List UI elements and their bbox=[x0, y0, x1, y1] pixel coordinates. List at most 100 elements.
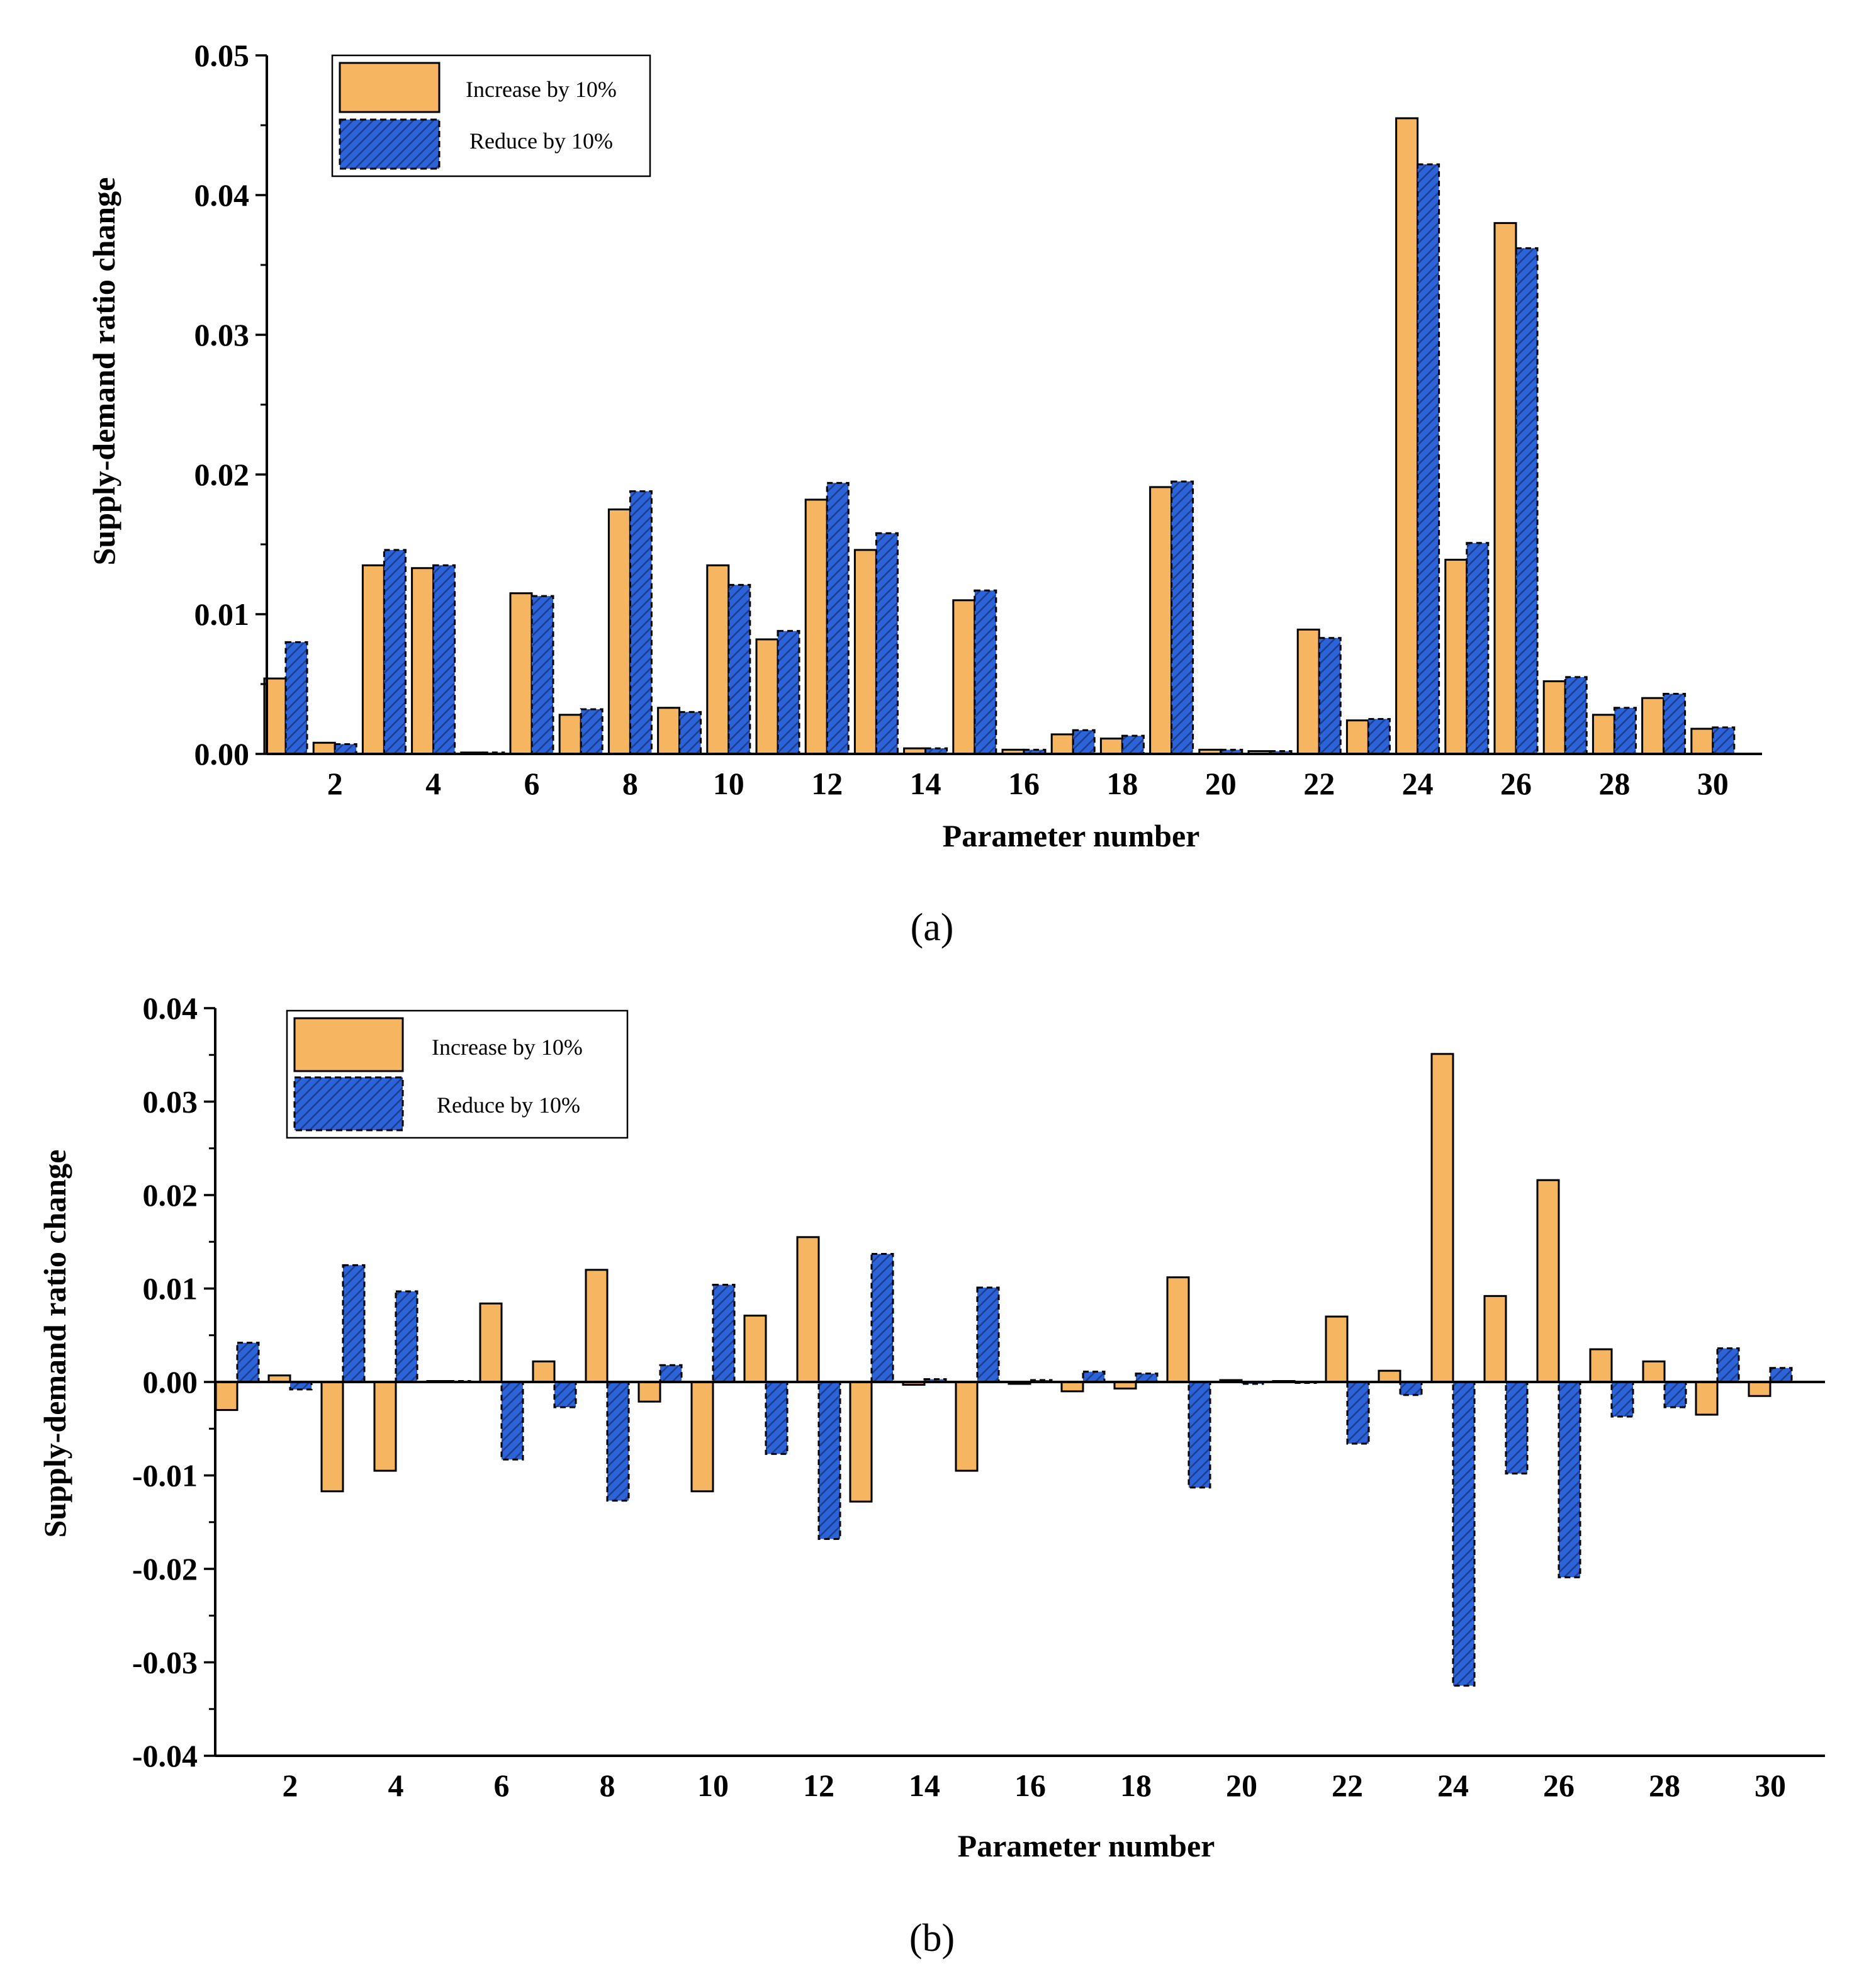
bar-b-reduce-27 bbox=[1610, 1381, 1634, 1418]
bar-b-reduce-10 bbox=[712, 1284, 736, 1383]
bar-a-increase-30 bbox=[1690, 727, 1714, 755]
x-tick-label-a: 28 bbox=[1598, 766, 1630, 801]
bar-a-reduce-19 bbox=[1171, 480, 1194, 755]
bar-a-reduce-15 bbox=[974, 589, 997, 755]
y-tick-label-b: 0.02 bbox=[143, 1177, 198, 1213]
bar-b-reduce-23 bbox=[1399, 1381, 1423, 1396]
legend-a: Increase by 10% Reduce by 10% bbox=[331, 54, 651, 177]
bar-a-increase-28 bbox=[1592, 714, 1615, 755]
x-tick-label-a: 14 bbox=[910, 766, 941, 801]
bar-a-reduce-23 bbox=[1367, 718, 1391, 755]
x-tick-label-b: 12 bbox=[803, 1768, 834, 1803]
bar-b-increase-11 bbox=[743, 1315, 767, 1383]
bar-a-increase-13 bbox=[853, 549, 877, 755]
x-tick-label-a: 20 bbox=[1205, 766, 1237, 801]
bar-a-increase-17 bbox=[1050, 733, 1074, 755]
panel-a-chart: 0.000.010.020.030.040.052 4 6 8 10 12 14 16 18 20… bbox=[86, 38, 1762, 949]
bar-a-reduce-4 bbox=[432, 564, 456, 755]
x-tick-label-a: 22 bbox=[1303, 766, 1335, 801]
legend-swatch-reduce-a bbox=[339, 118, 441, 170]
x-tick-label-a: 24 bbox=[1402, 766, 1434, 801]
y-tick-label-b: 0.04 bbox=[143, 991, 198, 1026]
bar-a-reduce-20 bbox=[1220, 748, 1244, 755]
bar-b-reduce-8 bbox=[606, 1381, 630, 1502]
y-tick-label-a: 0.01 bbox=[194, 597, 250, 632]
legend-swatch-reduce-b bbox=[293, 1076, 404, 1132]
x-tick-label-a: 2 bbox=[327, 766, 343, 801]
y-axis-title-a: Supply-demand ratio change bbox=[86, 177, 121, 566]
bar-b-increase-19 bbox=[1166, 1276, 1190, 1383]
bar-b-reduce-4 bbox=[395, 1290, 418, 1383]
bar-b-increase-24 bbox=[1430, 1053, 1454, 1383]
bar-a-reduce-25 bbox=[1466, 542, 1490, 755]
bar-b-increase-9 bbox=[637, 1381, 661, 1403]
bar-b-reduce-12 bbox=[817, 1381, 841, 1540]
axes-a: 0.000.010.020.030.040.052 4 6 8 10 12 14 16 18 20… bbox=[194, 38, 1762, 801]
bar-b-reduce-24 bbox=[1452, 1381, 1476, 1687]
panel-label-a: (a) bbox=[911, 906, 954, 949]
bar-b-reduce-28 bbox=[1663, 1381, 1687, 1408]
bar-a-reduce-7 bbox=[580, 708, 604, 755]
x-tick-label-b: 22 bbox=[1332, 1768, 1363, 1803]
x-tick-label-b: 2 bbox=[283, 1768, 298, 1803]
x-tick-label-b: 18 bbox=[1120, 1768, 1152, 1803]
bar-b-increase-22 bbox=[1325, 1315, 1349, 1383]
bar-b-increase-27 bbox=[1589, 1348, 1613, 1383]
bar-a-reduce-16 bbox=[1023, 748, 1047, 755]
bar-a-reduce-17 bbox=[1072, 729, 1096, 755]
bar-a-reduce-29 bbox=[1663, 693, 1687, 755]
x-tick-label-b: 6 bbox=[494, 1768, 510, 1803]
legend-label-reduce-a: Reduce by 10% bbox=[469, 128, 613, 154]
bar-a-reduce-10 bbox=[727, 583, 751, 755]
x-tick-label-a: 12 bbox=[811, 766, 843, 801]
y-tick-label-a: 0.03 bbox=[194, 317, 250, 352]
bar-a-reduce-2 bbox=[334, 743, 357, 755]
panel-label-b: (b) bbox=[909, 1917, 955, 1960]
y-tick-label-b: 0.00 bbox=[143, 1364, 198, 1400]
y-tick-label-b: -0.01 bbox=[132, 1458, 198, 1493]
bar-b-increase-4 bbox=[373, 1381, 397, 1472]
y-tick-label-b: -0.03 bbox=[132, 1645, 198, 1680]
bar-b-increase-1 bbox=[215, 1381, 239, 1412]
x-tick-label-b: 16 bbox=[1014, 1768, 1046, 1803]
bar-a-reduce-18 bbox=[1121, 734, 1145, 755]
legend-label-reduce-b: Reduce by 10% bbox=[437, 1092, 580, 1118]
x-tick-label-b: 4 bbox=[388, 1768, 404, 1803]
bar-b-increase-13 bbox=[849, 1381, 873, 1503]
bar-a-reduce-27 bbox=[1564, 676, 1588, 755]
y-tick-label-a: 0.04 bbox=[194, 177, 250, 213]
x-tick-label-b: 8 bbox=[600, 1768, 615, 1803]
y-axis-title-b: Supply-demand ratio change bbox=[37, 1150, 72, 1538]
bar-a-reduce-14 bbox=[924, 747, 948, 755]
bar-a-reduce-21 bbox=[1269, 750, 1293, 755]
y-tick-label-b: -0.02 bbox=[132, 1551, 198, 1586]
y-tick-label-b: 0.03 bbox=[143, 1084, 198, 1120]
bar-b-increase-26 bbox=[1536, 1179, 1560, 1383]
x-tick-label-a: 8 bbox=[622, 766, 638, 801]
bar-a-increase-6 bbox=[509, 592, 533, 755]
y-tick-label-b: -0.04 bbox=[132, 1738, 198, 1773]
bar-b-reduce-13 bbox=[870, 1253, 894, 1383]
bar-b-reduce-18 bbox=[1135, 1373, 1159, 1383]
x-tick-label-a: 10 bbox=[713, 766, 744, 801]
bar-b-increase-28 bbox=[1642, 1360, 1666, 1383]
bar-a-reduce-3 bbox=[383, 549, 407, 755]
bar-a-reduce-6 bbox=[531, 595, 554, 755]
x-tick-label-a: 18 bbox=[1106, 766, 1138, 801]
bar-b-reduce-30 bbox=[1769, 1367, 1793, 1383]
bar-a-increase-18 bbox=[1099, 738, 1123, 755]
bar-a-reduce-24 bbox=[1417, 163, 1440, 755]
bar-b-reduce-3 bbox=[342, 1264, 366, 1383]
bar-b-increase-30 bbox=[1748, 1381, 1771, 1397]
bar-b-reduce-26 bbox=[1558, 1381, 1581, 1578]
bar-a-reduce-22 bbox=[1318, 637, 1342, 755]
bar-b-reduce-17 bbox=[1082, 1371, 1106, 1383]
panel-b-chart: -0.04 -0.03 -0.02 -0.01 0.00 0.01 0.02 0.03 0.04… bbox=[37, 991, 1825, 1960]
bar-a-increase-24 bbox=[1395, 117, 1419, 755]
bar-b-reduce-6 bbox=[500, 1381, 524, 1461]
bar-a-reduce-30 bbox=[1712, 726, 1736, 755]
bar-b-increase-7 bbox=[532, 1360, 556, 1383]
bar-a-reduce-12 bbox=[826, 481, 850, 755]
bar-a-increase-12 bbox=[804, 498, 828, 755]
bar-a-increase-10 bbox=[706, 564, 730, 755]
